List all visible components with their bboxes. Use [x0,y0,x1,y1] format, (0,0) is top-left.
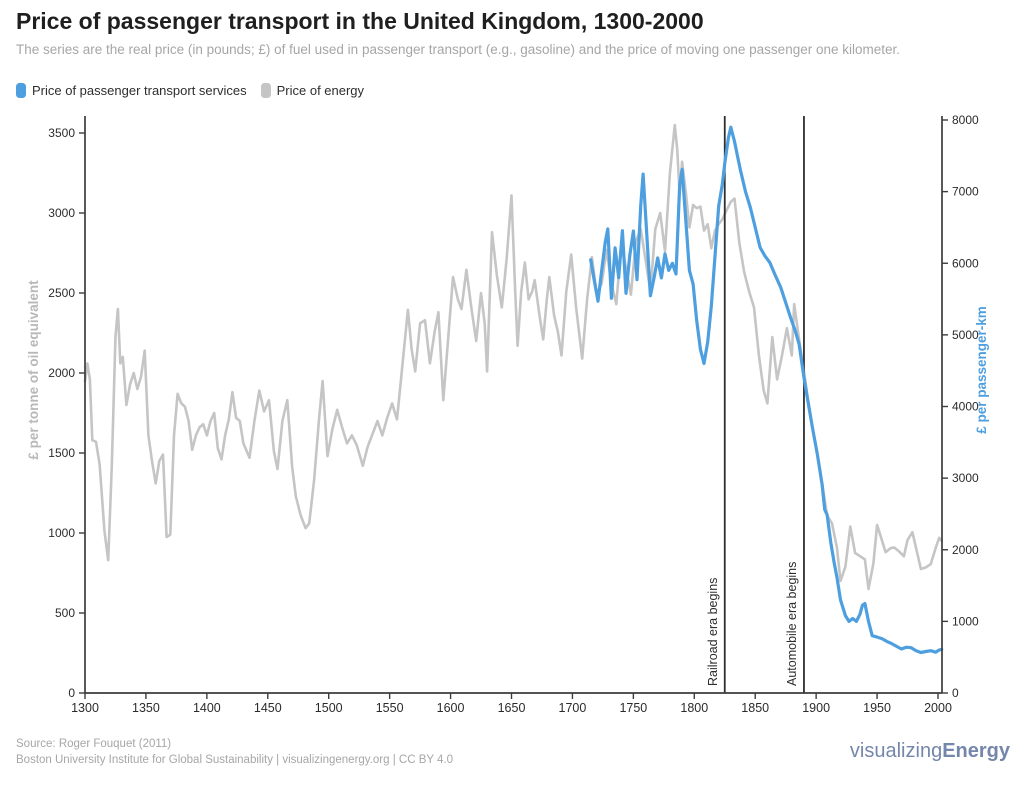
right-axis-tick-label: 2000 [952,543,979,557]
x-axis-tick-label: 1300 [71,701,99,715]
right-axis-tick-label: 0 [952,686,959,700]
transport-series-label: Price of passenger transport services [32,83,247,98]
transport-series-line [589,125,944,655]
x-axis-tick-label: 1900 [802,701,830,715]
right-axis-tick-label: 7000 [952,185,979,199]
x-axis-tick-label: 1950 [863,701,891,715]
x-axis-tick-label: 2000 [924,701,952,715]
attribution-text: Boston University Institute for Global S… [16,754,454,766]
left-axis-tick-label: 2000 [48,366,75,380]
right-axis-tick-label: 1000 [952,614,979,628]
transport-series-swatch [16,83,26,98]
era-annotation-label-1: Automobile era begins [785,562,799,686]
x-axis-tick-label: 1600 [437,701,465,715]
x-axis-tick-label: 1850 [741,701,769,715]
visualizing-energy-logo: visualizingEnergy [850,740,1010,763]
right-axis-tick-label: 3000 [952,471,979,485]
x-axis-tick-label: 1350 [132,701,160,715]
left-axis-tick-label: 500 [55,606,75,620]
left-axis-tick-label: 1500 [48,446,75,460]
x-axis-tick-label: 1550 [376,701,404,715]
right-axis-title: £ per passenger-km [974,306,989,434]
x-axis-tick-label: 1400 [193,701,221,715]
page-title: Price of passenger transport in the Unit… [16,8,704,34]
left-axis-title: £ per tonne of oil equivalent [26,280,41,460]
legend-item-energy: Price of energy [260,83,365,98]
source-text: Source: Roger Fouquet (2011) [16,738,172,750]
energy-series-swatch [260,83,271,98]
left-axis-tick-label: 3000 [48,206,75,220]
left-axis-tick-label: 3500 [48,126,75,140]
legend-item-transport: Price of passenger transport services [16,83,247,98]
era-annotation-label-0: Railroad era begins [706,578,720,686]
x-axis-tick-label: 1650 [498,701,526,715]
x-axis-tick-label: 1500 [315,701,343,715]
energy-series-label: Price of energy [276,83,365,98]
x-axis-tick-label: 1800 [680,701,708,715]
x-axis-tick-label: 1750 [619,701,647,715]
right-axis-tick-label: 6000 [952,256,979,270]
energy-series-line [83,123,944,591]
right-axis-tick-label: 8000 [952,113,979,127]
page-subtitle: The series are the real price (in pounds… [16,42,901,57]
left-axis-tick-label: 0 [68,686,75,700]
left-axis-tick-label: 2500 [48,286,75,300]
logo-regular: visualizing [849,740,943,762]
x-axis-tick-label: 1450 [254,701,282,715]
price-chart: Railroad era begins Automobile era begins… [26,113,989,715]
right-axis-tick-label: 5000 [952,328,979,342]
legend: Price of passenger transport services Pr… [16,83,378,98]
right-axis-tick-label: 4000 [952,400,979,414]
logo-bold: Energy [942,740,1010,762]
left-axis-tick-label: 1000 [48,526,75,540]
x-axis-tick-label: 1700 [559,701,587,715]
